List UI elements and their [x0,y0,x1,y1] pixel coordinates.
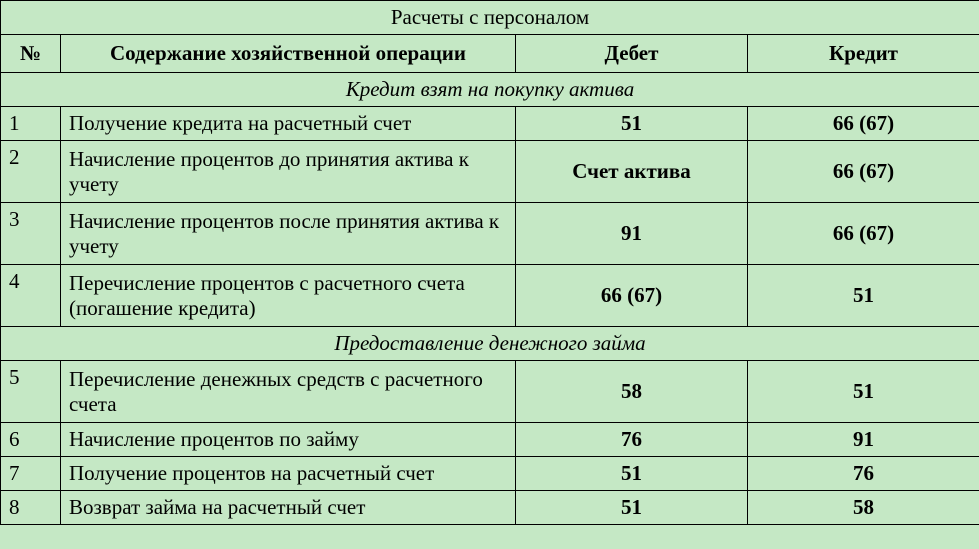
row-debit: 51 [516,107,748,141]
row-credit: 66 (67) [748,107,979,141]
row-credit: 66 (67) [748,141,979,203]
row-debit: 51 [516,491,748,525]
header-row: №Содержание хозяйственной операцииДебетК… [1,35,979,73]
row-num: 6 [1,423,61,457]
row-credit: 76 [748,457,979,491]
row-desc: Перечисление процентов с расчетного счет… [61,265,516,327]
table-row: 3Начисление процентов после принятия акт… [1,203,979,265]
row-debit: 58 [516,361,748,423]
row-credit: 91 [748,423,979,457]
row-debit: 51 [516,457,748,491]
table-title: Расчеты с персоналом [1,1,979,35]
table-row: 1Получение кредита на расчетный счет5166… [1,107,979,141]
table-row: 5Перечисление денежных средств с расчетн… [1,361,979,423]
row-desc: Начисление процентов до принятия актива … [61,141,516,203]
row-num: 2 [1,141,61,203]
table-row: 7Получение процентов на расчетный счет51… [1,457,979,491]
row-num: 8 [1,491,61,525]
row-credit: 51 [748,361,979,423]
table-row: 4Перечисление процентов с расчетного сче… [1,265,979,327]
row-desc: Получение процентов на расчетный счет [61,457,516,491]
header-credit: Кредит [748,35,979,73]
header-num: № [1,35,61,73]
row-num: 5 [1,361,61,423]
header-debit: Дебет [516,35,748,73]
table-body: Расчеты с персоналом№Содержание хозяйств… [1,1,979,525]
section-label: Кредит взят на покупку актива [1,73,979,107]
row-num: 4 [1,265,61,327]
row-desc: Возврат займа на расчетный счет [61,491,516,525]
row-desc: Перечисление денежных средств с расчетно… [61,361,516,423]
section-row: Кредит взят на покупку актива [1,73,979,107]
row-credit: 51 [748,265,979,327]
title-row: Расчеты с персоналом [1,1,979,35]
header-desc: Содержание хозяйственной операции [61,35,516,73]
row-num: 3 [1,203,61,265]
table-row: 2Начисление процентов до принятия актива… [1,141,979,203]
row-desc: Получение кредита на расчетный счет [61,107,516,141]
row-num: 7 [1,457,61,491]
table-row: 6Начисление процентов по займу7691 [1,423,979,457]
section-label: Предоставление денежного займа [1,327,979,361]
row-debit: 91 [516,203,748,265]
row-credit: 58 [748,491,979,525]
row-desc: Начисление процентов по займу [61,423,516,457]
row-debit: 66 (67) [516,265,748,327]
table-row: 8Возврат займа на расчетный счет5158 [1,491,979,525]
section-row: Предоставление денежного займа [1,327,979,361]
row-desc: Начисление процентов после принятия акти… [61,203,516,265]
row-debit: Счет актива [516,141,748,203]
row-debit: 76 [516,423,748,457]
accounting-table: Расчеты с персоналом№Содержание хозяйств… [0,0,979,525]
row-num: 1 [1,107,61,141]
row-credit: 66 (67) [748,203,979,265]
